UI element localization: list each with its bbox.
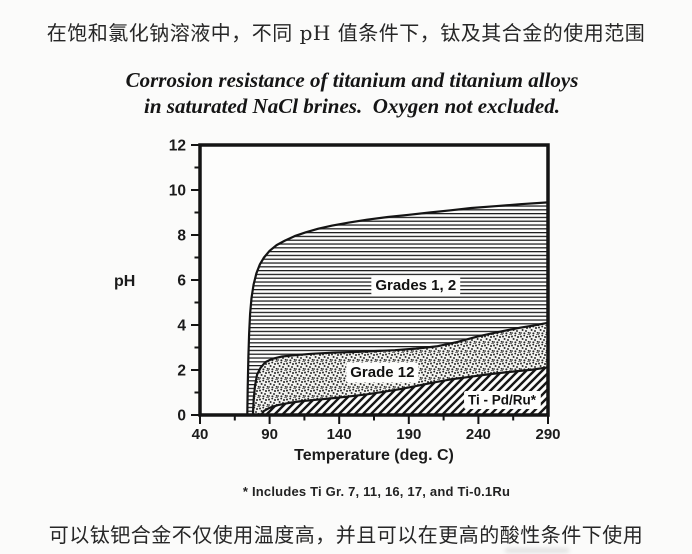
region-grade-12-boundary	[251, 321, 548, 415]
figure-title-line1: Corrosion resistance of titanium and tit…	[125, 68, 579, 92]
ph-temperature-chart: 40 90 140 190 240 290 0 2 4 6 8 10 12 pH Temperature (…	[114, 138, 561, 465]
x-tick-label: 40	[192, 426, 209, 443]
y-tick-label: 12	[169, 138, 186, 155]
region-label-text: Grades 1, 2	[375, 277, 456, 294]
y-tick-label: 4	[177, 318, 186, 335]
region-grade-12-label: Grade 12	[346, 362, 419, 383]
x-tick-label: 240	[466, 426, 491, 443]
bottom-caption-chinese: 可以钛钯合金不仅使用温度高，并且可以在更高的酸性条件下使用	[48, 523, 644, 547]
chart-footnote: * Includes Ti Gr. 7, 11, 16, 17, and Ti-…	[242, 484, 511, 499]
scan-artifact	[505, 548, 569, 553]
x-tick-label: 290	[535, 426, 560, 443]
region-grades-1-2-boundary	[246, 201, 548, 415]
x-tick-label: 140	[327, 426, 352, 443]
x-tick-label: 190	[396, 426, 421, 443]
region-ti-pd-ru-label: Ti - Pd/Ru*	[464, 391, 541, 410]
axis-ticks	[191, 144, 549, 424]
y-tick-label: 8	[177, 228, 186, 245]
y-tick-label: 6	[177, 273, 186, 290]
region-ti-pd-ru-boundary	[260, 366, 548, 415]
region-label-text: Grade 12	[350, 364, 414, 381]
region-label-box	[346, 362, 419, 383]
figure-title-line2: in saturated NaCl brines. Oxygen not exc…	[144, 94, 560, 118]
region-grades-1-2-label: Grades 1, 2	[371, 275, 461, 296]
region-label-box	[464, 391, 541, 410]
region-label-text: Ti - Pd/Ru*	[468, 393, 537, 408]
y-tick-label: 10	[169, 183, 186, 200]
chart-area: 40 90 140 190 240 290 0 2 4 6 8 10 12 pH Temperature (…	[88, 137, 608, 482]
x-tick-label: 90	[261, 426, 278, 443]
region-label-box	[371, 275, 461, 296]
y-tick-label: 0	[177, 408, 186, 425]
top-caption-chinese: 在饱和氯化钠溶液中，不同 pH 值条件下，钛及其合金的使用范围	[46, 21, 646, 45]
y-axis-label: pH	[114, 273, 135, 290]
y-tick-label: 2	[177, 363, 186, 380]
x-axis-label: Temperature (deg. C)	[294, 447, 454, 464]
